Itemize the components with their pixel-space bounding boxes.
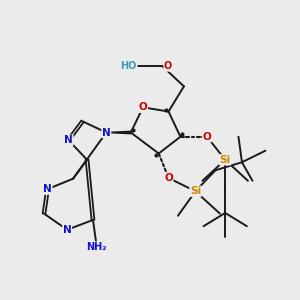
Text: O: O [164, 61, 172, 71]
Text: O: O [164, 173, 173, 183]
Text: N: N [102, 128, 111, 137]
Text: N: N [64, 135, 73, 145]
Text: N: N [43, 184, 52, 194]
Text: N: N [63, 225, 71, 235]
Text: O: O [202, 132, 211, 142]
Text: Si: Si [190, 186, 201, 196]
Text: HO: HO [120, 61, 137, 71]
Polygon shape [106, 131, 131, 134]
Text: Si: Si [220, 155, 231, 165]
Text: O: O [139, 102, 147, 112]
Text: NH₂: NH₂ [86, 242, 107, 252]
